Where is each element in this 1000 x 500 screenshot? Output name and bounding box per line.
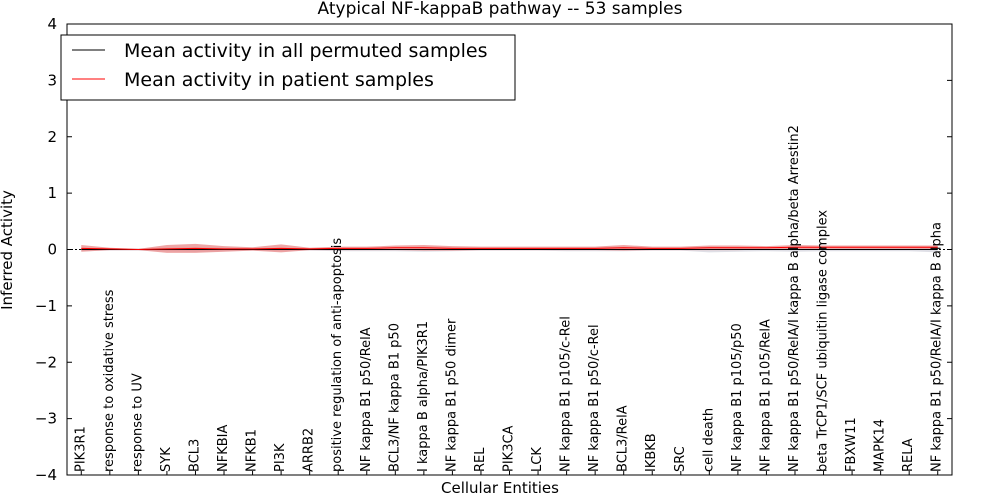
x-tick-label: cell death xyxy=(701,408,716,472)
legend-label-permuted: Mean activity in all permuted samples xyxy=(124,40,487,62)
x-tick-label: beta TrCP1/SCF ubiquitin ligase complex xyxy=(816,210,831,472)
x-tick-label: NF kappa B1 p105/RelA xyxy=(758,319,773,472)
x-axis-label: Cellular Entities xyxy=(441,479,559,497)
x-tick-label: NF kappa B1 p50/RelA xyxy=(359,327,374,472)
y-tick-label: 4 xyxy=(47,15,57,33)
x-tick-label: ARRB2 xyxy=(302,428,317,472)
legend-label-patient: Mean activity in patient samples xyxy=(124,69,434,91)
x-tick-label: response to oxidative stress xyxy=(102,289,117,472)
x-tick-label: PIK3CA xyxy=(502,425,517,472)
series-lines xyxy=(81,246,938,251)
x-tick-label: NF kappa B1 p50/c-Rel xyxy=(587,324,602,472)
chart-title: Atypical NF-kappaB pathway -- 53 samples xyxy=(318,0,683,19)
x-tick-label: FBXW11 xyxy=(844,417,859,472)
y-tick-label: 3 xyxy=(47,71,57,89)
x-tick-label: MAPK14 xyxy=(873,419,888,472)
x-tick-label: PIK3R1 xyxy=(73,426,88,472)
x-tick-label: LCK xyxy=(530,447,545,472)
x-tick-label: REL xyxy=(473,447,488,472)
x-tick-label: positive regulation of anti-apoptosis xyxy=(330,238,345,472)
x-tick-label: RELA xyxy=(901,438,916,472)
y-tick-label: 2 xyxy=(47,128,57,146)
x-tick-label: BCL3/RelA xyxy=(616,405,631,472)
plot-frame xyxy=(66,23,953,476)
x-tick-label: NF kappa B1 p105/p50 xyxy=(730,323,745,472)
legend-box xyxy=(60,34,516,101)
x-tick-label: NF kappa B1 p50/RelA/I kappa B alpha/bet… xyxy=(787,125,802,472)
x-tick-label: I kappa B alpha/PIK3R1 xyxy=(416,321,431,472)
x-tick-label: NF kappa B1 p105/c-Rel xyxy=(559,316,574,472)
x-tick-labels: PIK3R1 response to oxidative stress respon… xyxy=(73,125,945,475)
x-tick-label: IKBKB xyxy=(644,433,659,472)
x-tick-label: NFKBIA xyxy=(216,425,231,472)
y-tick-label: −3 xyxy=(35,410,57,428)
x-tick-label: NF kappa B1 p50/RelA/I kappa B alpha xyxy=(930,222,945,472)
y-tick-label: −1 xyxy=(35,297,57,315)
x-tick-label: NFKB1 xyxy=(245,429,260,472)
x-tick-label: PI3K xyxy=(273,443,288,472)
legend: Mean activity in all permuted samples Me… xyxy=(60,34,516,101)
y-tick-label: −2 xyxy=(35,353,57,371)
y-tick-label: −4 xyxy=(35,466,57,484)
x-tick-label: BCL3/NF kappa B1 p50 xyxy=(387,323,402,472)
patient-mean-line xyxy=(81,246,938,251)
x-tick-label: SYK xyxy=(159,447,174,472)
x-tick-label: BCL3 xyxy=(187,439,202,472)
x-tick-label: NF kappa B1 p50 dimer xyxy=(444,318,459,472)
y-tick-label: 1 xyxy=(47,184,57,202)
x-tick-label: response to UV xyxy=(130,373,145,472)
y-axis-ticks: −4 −3 −2 −1 0 1 2 3 4 xyxy=(35,15,952,484)
y-tick-label: 0 xyxy=(47,241,57,259)
x-tick-label: SRC xyxy=(673,446,688,472)
y-axis-label: Inferred Activity xyxy=(0,190,16,310)
